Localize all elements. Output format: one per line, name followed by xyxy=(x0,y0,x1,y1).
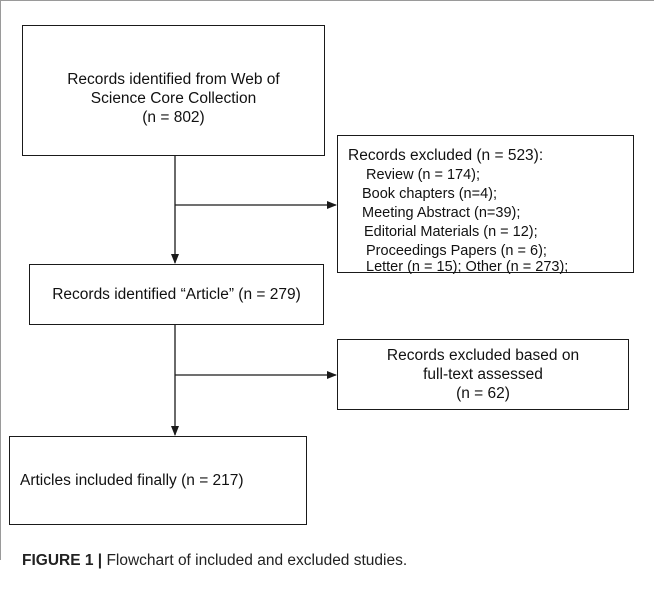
excluded-item-letter-other: Letter (n = 15); Other (n = 273); xyxy=(366,259,569,275)
frame-left-border xyxy=(0,0,1,560)
frame-top-border xyxy=(0,0,654,1)
excluded-item-book-chapters: Book chapters (n=4); xyxy=(362,186,498,202)
records-article-text: Records identified “Article” (n = 279) xyxy=(52,286,301,303)
records-identified-line-1: Records identified from Web of xyxy=(67,71,280,88)
excluded-item-meeting-abstract: Meeting Abstract (n=39); xyxy=(362,205,521,221)
excluded-item-editorial: Editorial Materials (n = 12); xyxy=(364,224,538,240)
figure-caption: FIGURE 1 | Flowchart of included and exc… xyxy=(22,552,407,570)
articles-included-text: Articles included finally (n = 217) xyxy=(20,472,244,489)
articles-included-box: Articles included finally (n = 217) xyxy=(9,436,307,525)
records-article-box: Records identified “Article” (n = 279) xyxy=(29,264,324,325)
records-excluded-fulltext-box: Records excluded based on full-text asse… xyxy=(337,339,629,410)
fulltext-excluded-line-2: full-text assessed xyxy=(423,366,543,383)
caption-label: FIGURE 1 | xyxy=(22,552,103,569)
fulltext-excluded-line-1: Records excluded based on xyxy=(386,347,580,364)
excluded-item-proceedings: Proceedings Papers (n = 6); xyxy=(366,243,547,259)
records-identified-line-2: Science Core Collection xyxy=(90,90,257,107)
records-identified-line-3: (n = 802) xyxy=(142,109,205,126)
records-identified-box: Records identified from Web of Science C… xyxy=(22,25,325,156)
caption-text: Flowchart of included and excluded studi… xyxy=(102,552,408,569)
records-excluded-header: Records excluded (n = 523): xyxy=(348,147,544,164)
records-excluded-box: Records excluded (n = 523): Review (n = … xyxy=(337,135,634,275)
fulltext-excluded-line-3: (n = 62) xyxy=(456,385,510,402)
excluded-item-review: Review (n = 174); xyxy=(366,167,481,183)
